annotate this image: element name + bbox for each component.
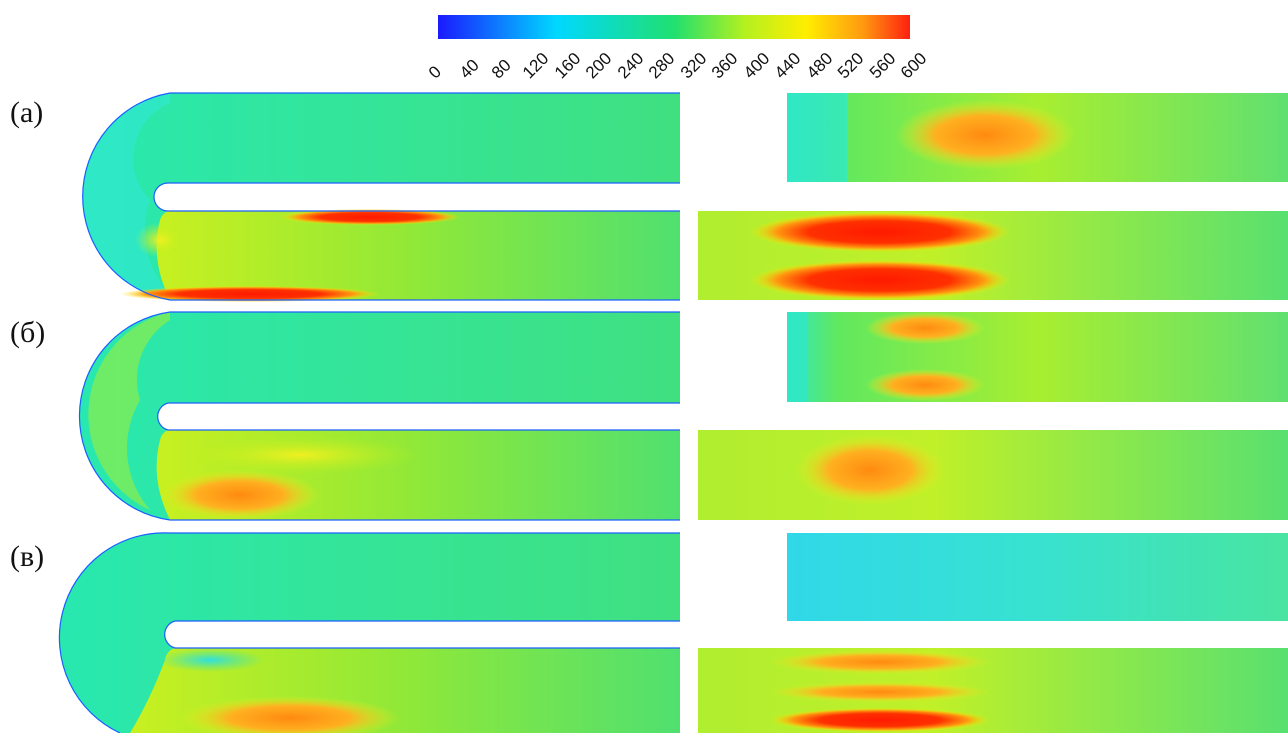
colorbar-tick-label: 400 bbox=[739, 48, 774, 83]
colorbar-tick-label: 560 bbox=[865, 48, 899, 83]
colorbar-tick-label: 320 bbox=[676, 48, 711, 83]
colorbar-tick-label: 160 bbox=[550, 48, 585, 83]
colorbar-tick-label: 240 bbox=[613, 48, 648, 83]
colorbar-tick-label: 280 bbox=[645, 48, 679, 83]
colorbar-tick-label: 520 bbox=[833, 48, 868, 83]
colorbar-tick-label: 480 bbox=[802, 48, 837, 83]
colorbar bbox=[438, 15, 910, 39]
colorbar-tick-label: 40 bbox=[456, 55, 484, 83]
colorbar-tick-label: 200 bbox=[582, 48, 616, 83]
wall-outlines bbox=[58, 92, 680, 733]
colorbar-tick-label: 0 bbox=[424, 62, 446, 83]
colorbar-tick-label: 120 bbox=[519, 48, 553, 83]
panel-b-field bbox=[79, 312, 1288, 520]
panel-label-a: (а) bbox=[10, 96, 44, 129]
panel-label-b: (б) bbox=[10, 316, 46, 349]
colorbar-tick-label: 360 bbox=[708, 48, 742, 83]
colorbar-tick-label: 600 bbox=[896, 48, 931, 83]
colorbar-tick-label: 440 bbox=[771, 48, 805, 83]
panel-c-field bbox=[59, 532, 1288, 733]
colorbar-tick-label: 80 bbox=[487, 55, 515, 83]
colorbar-ticks: 0 40 80 120 160 200 240 280 320 360 400 440 480 520 56… bbox=[0, 0, 1288, 90]
panel-a-field bbox=[82, 93, 1288, 302]
panel-label-c: (в) bbox=[10, 540, 45, 573]
